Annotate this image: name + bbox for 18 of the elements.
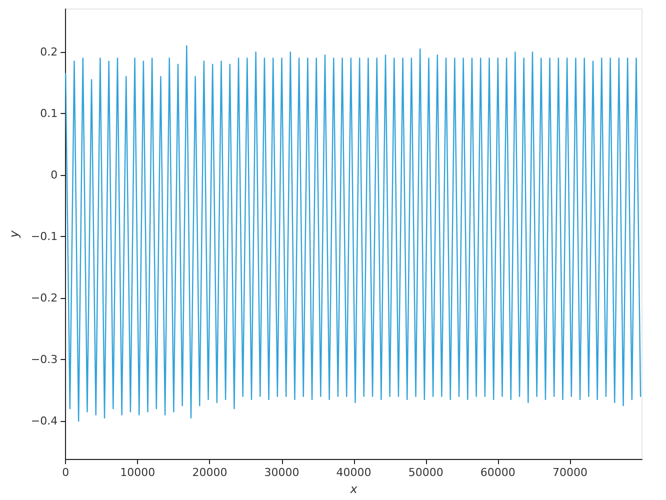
y-tick-label: 0.1 [40,107,58,120]
y-tick-label: −0.1 [30,230,58,244]
x-tick-label: 10000 [120,466,156,480]
x-tick-label: 30000 [264,466,300,480]
x-tick-label: 60000 [480,466,516,480]
line-series [65,45,642,422]
x-axis-title: x [349,482,358,496]
y-axis-title: y [7,230,21,239]
x-tick-label: 70000 [552,466,588,480]
y-tick-label: −0.2 [30,292,58,304]
x-tick-label: 50000 [408,466,444,480]
y-tick-label: 0 [50,168,58,182]
x-tick-label: 0 [62,466,70,480]
x-tick-label: 40000 [336,466,372,480]
y-tick-label: −0.3 [30,352,58,366]
x-tick-label: 20000 [192,466,228,480]
y-tick-label: 0.2 [40,46,58,59]
y-tick-label: −0.4 [30,414,58,428]
